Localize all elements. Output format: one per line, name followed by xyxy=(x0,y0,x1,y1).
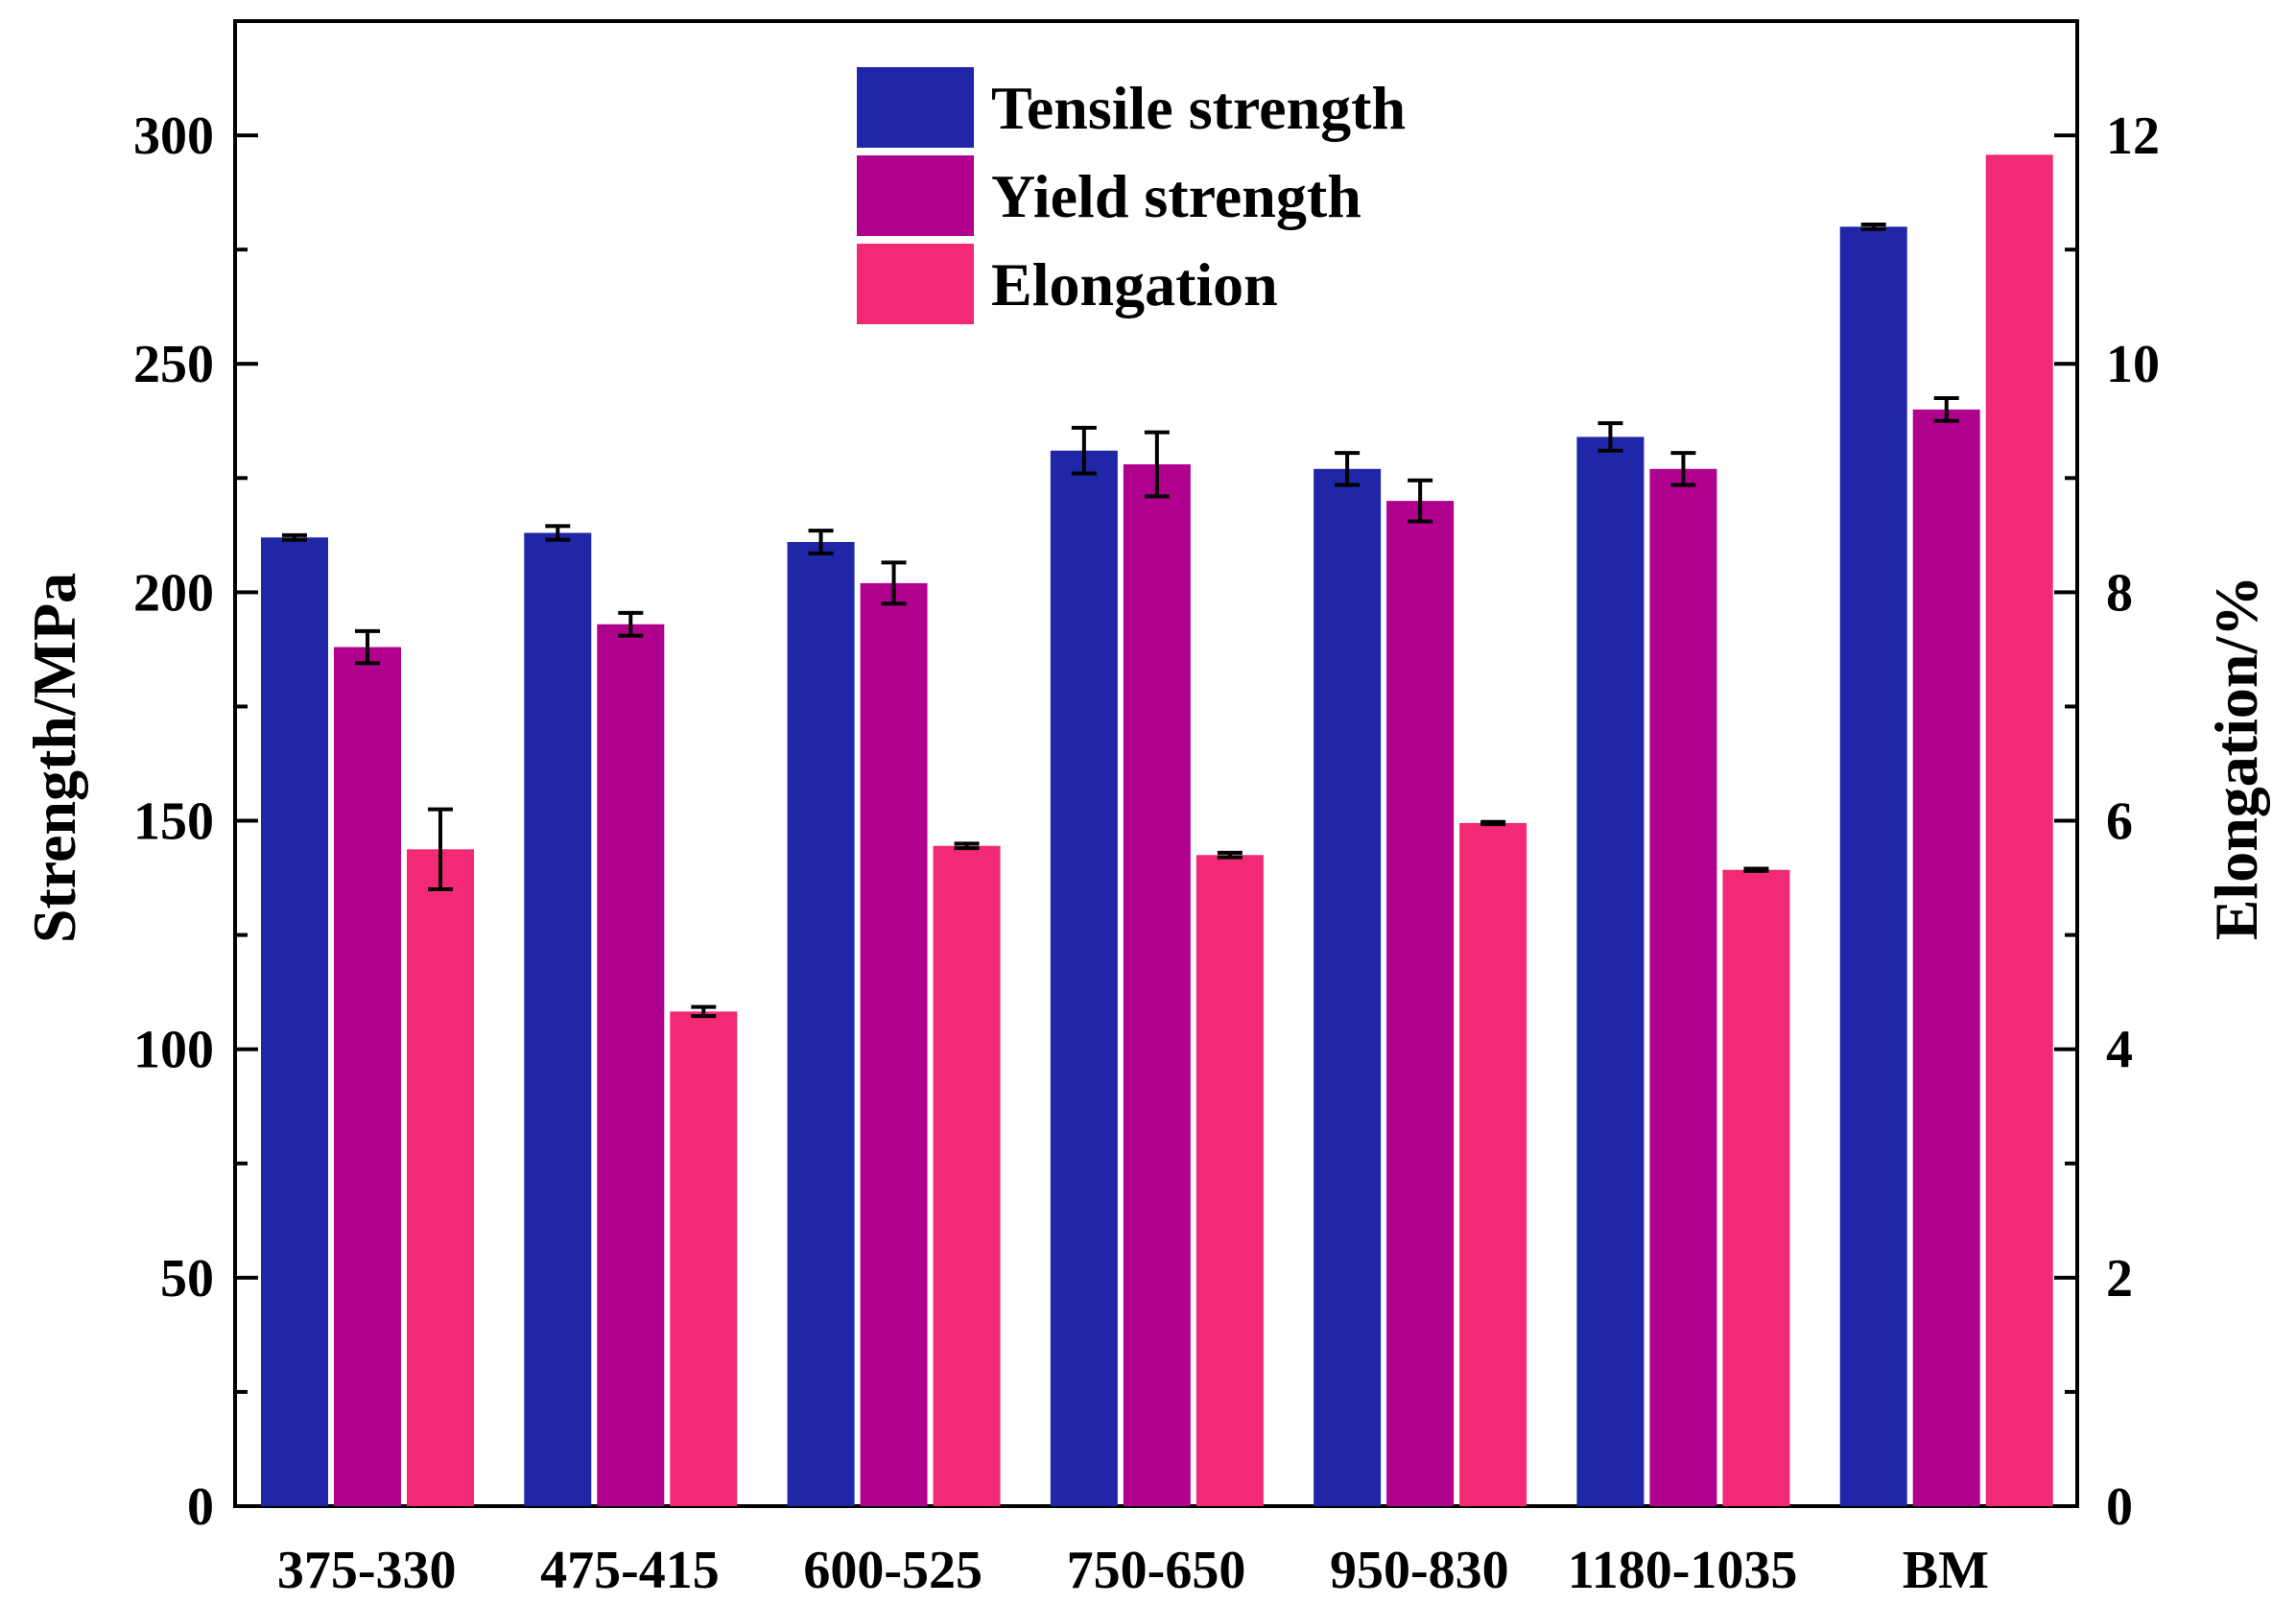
bar-elongation-950-830 xyxy=(1459,822,1527,1506)
bar-elongation-375-330 xyxy=(407,849,474,1506)
error-bar-tensile-strength-600-525 xyxy=(808,529,834,555)
bar-tensile-strength-750-650 xyxy=(1050,450,1118,1506)
x-tick-label: 475-415 xyxy=(540,1541,720,1600)
bar-yield-strength-1180-1035 xyxy=(1649,468,1717,1507)
legend-label: Yield strength xyxy=(991,162,1361,230)
error-bar-yield-strength-750-650 xyxy=(1144,430,1170,499)
bar-elongation-750-650 xyxy=(1195,855,1264,1506)
error-bar-yield-strength-375-330 xyxy=(355,628,380,666)
bar-tensile-strength-475-415 xyxy=(524,532,592,1506)
left-tick-label: 150 xyxy=(133,792,214,852)
error-bar-tensile-strength-950-830 xyxy=(1335,451,1361,487)
error-bar-elongation-750-650 xyxy=(1217,850,1243,860)
legend-label: Elongation xyxy=(991,250,1278,318)
right-tick-label: 0 xyxy=(2106,1477,2133,1537)
x-tick-label: BM xyxy=(1903,1541,1989,1600)
left-tick-label: 100 xyxy=(133,1021,214,1080)
bar-elongation-1180-1035 xyxy=(1722,869,1790,1506)
left-tick-label: 0 xyxy=(187,1477,214,1537)
legend: Tensile strength Yield strength Elongation xyxy=(857,67,1406,324)
bar-tensile-strength-600-525 xyxy=(787,541,855,1506)
error-bar-yield-strength-600-525 xyxy=(881,560,907,606)
right-axis: 0 2 4 6 8 10 12 xyxy=(2054,19,2160,1537)
left-axis: 0 50 100 150 200 250 300 xyxy=(133,19,258,1537)
right-tick-label: 6 xyxy=(2106,792,2133,852)
bar-elongation-475-415 xyxy=(670,1011,738,1506)
error-bar-elongation-1180-1035 xyxy=(1743,866,1769,873)
x-tick-label: 375-330 xyxy=(277,1541,457,1600)
legend-swatch xyxy=(857,155,974,236)
x-tick-label: 950-830 xyxy=(1330,1541,1509,1600)
right-tick-label: 8 xyxy=(2106,563,2133,623)
bar-yield-strength-BM xyxy=(1912,409,1980,1506)
bar-yield-strength-750-650 xyxy=(1123,464,1191,1507)
error-bar-tensile-strength-750-650 xyxy=(1071,425,1097,476)
x-tick-label: 750-650 xyxy=(1067,1541,1246,1600)
error-bar-yield-strength-1180-1035 xyxy=(1670,451,1696,487)
right-tick-label: 10 xyxy=(2106,335,2160,394)
bar-tensile-strength-950-830 xyxy=(1314,468,1382,1507)
error-bar-elongation-475-415 xyxy=(691,1004,717,1019)
error-bar-tensile-strength-1180-1035 xyxy=(1598,421,1623,453)
y-axis-title: Strength/MPa xyxy=(20,573,88,943)
bar-tensile-strength-375-330 xyxy=(261,537,328,1506)
error-bar-elongation-950-830 xyxy=(1480,819,1506,827)
bar-tensile-strength-BM xyxy=(1839,226,1907,1506)
right-tick-label: 2 xyxy=(2106,1249,2133,1309)
error-bar-tensile-strength-375-330 xyxy=(282,532,307,542)
error-bar-elongation-375-330 xyxy=(428,807,453,891)
bar-elongation-BM xyxy=(1985,154,2053,1506)
legend-swatch xyxy=(857,244,974,324)
error-bar-yield-strength-475-415 xyxy=(618,610,644,638)
right-tick-label: 12 xyxy=(2106,106,2160,166)
x-tick-label: 1180-1035 xyxy=(1568,1541,1798,1600)
bar-yield-strength-475-415 xyxy=(597,624,665,1506)
right-tick-label: 4 xyxy=(2106,1021,2133,1080)
bar-tensile-strength-1180-1035 xyxy=(1576,436,1645,1507)
legend-item-yield-strength: Yield strength xyxy=(857,155,1361,236)
left-tick-label: 50 xyxy=(160,1249,214,1309)
error-bar-tensile-strength-475-415 xyxy=(545,524,571,542)
bar-yield-strength-375-330 xyxy=(334,647,401,1506)
y2-axis-title: Elongation/% xyxy=(2202,576,2270,941)
legend-item-elongation: Elongation xyxy=(857,244,1278,324)
legend-item-tensile-strength: Tensile strength xyxy=(857,67,1406,148)
legend-label: Tensile strength xyxy=(991,74,1406,142)
left-tick-label: 200 xyxy=(133,563,214,623)
bar-yield-strength-950-830 xyxy=(1386,501,1455,1506)
legend-swatch xyxy=(857,67,974,148)
bars xyxy=(261,154,2053,1507)
error-bar-elongation-600-525 xyxy=(954,841,980,851)
left-tick-label: 250 xyxy=(133,335,214,394)
error-bar-yield-strength-BM xyxy=(1933,395,1959,423)
x-axis: 375-330 475-415 600-525 750-650 950-830 1180-… xyxy=(277,1541,1989,1600)
bar-yield-strength-600-525 xyxy=(860,582,928,1506)
error-bar-yield-strength-950-830 xyxy=(1408,478,1433,524)
bar-elongation-600-525 xyxy=(933,845,1001,1506)
x-tick-label: 600-525 xyxy=(803,1541,982,1600)
left-tick-label: 300 xyxy=(133,106,214,166)
error-bar-tensile-strength-BM xyxy=(1860,222,1886,231)
error-bars xyxy=(282,222,1959,1019)
